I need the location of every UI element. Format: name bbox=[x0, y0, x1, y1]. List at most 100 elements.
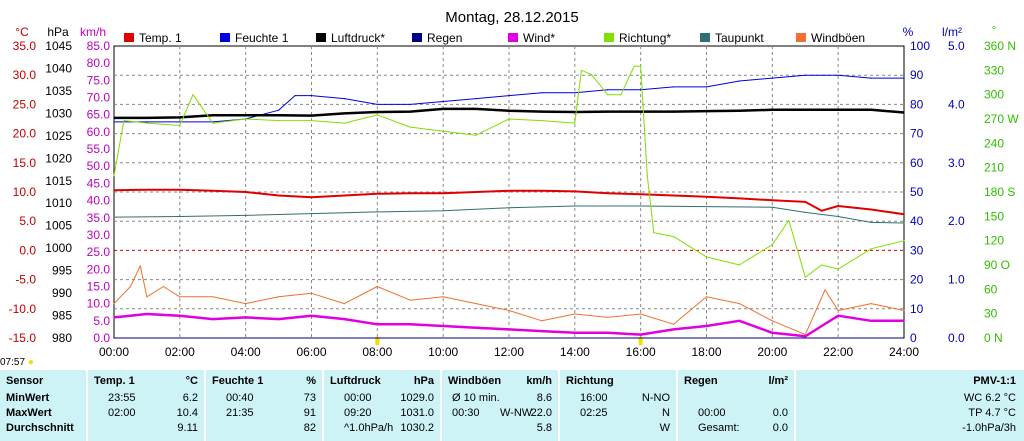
data-point bbox=[870, 77, 872, 79]
pressure-axis-unit: hPa bbox=[47, 25, 69, 39]
table-cell-value: 5.8 bbox=[536, 422, 552, 434]
temp-axis-unit: °C bbox=[15, 25, 29, 39]
legend-label: Regen bbox=[427, 31, 462, 45]
data-point bbox=[343, 122, 345, 124]
data-point bbox=[903, 111, 905, 114]
pressure-tick-label: 1005 bbox=[45, 219, 72, 233]
table-cell-time: 00:40 bbox=[226, 392, 254, 404]
data-point bbox=[705, 206, 708, 208]
data-point bbox=[310, 315, 313, 317]
data-point bbox=[278, 296, 280, 298]
x-tick-label: 12:00 bbox=[494, 345, 524, 359]
data-point bbox=[294, 95, 296, 97]
data-point bbox=[310, 213, 313, 215]
temp-tick-label: 35.0 bbox=[13, 39, 37, 53]
legend-swatch bbox=[220, 33, 230, 42]
data-point bbox=[870, 320, 872, 322]
table-header-unit: % bbox=[306, 375, 316, 387]
data-point bbox=[409, 111, 411, 113]
data-point bbox=[278, 120, 280, 122]
humidity-tick-label: 80 bbox=[910, 97, 924, 111]
data-point bbox=[804, 211, 806, 213]
data-point bbox=[310, 196, 313, 198]
direction-tick-label: 90 O bbox=[984, 258, 1010, 272]
wind-tick-label: 10.0 bbox=[87, 297, 111, 311]
data-point bbox=[508, 309, 510, 312]
table-cell-value: 6.2 bbox=[182, 392, 198, 404]
legend-swatch bbox=[700, 33, 710, 42]
data-point bbox=[574, 205, 576, 207]
data-point bbox=[705, 110, 708, 112]
data-point bbox=[903, 309, 905, 312]
data-point bbox=[640, 205, 642, 207]
data-point bbox=[541, 190, 543, 192]
data-point bbox=[442, 130, 444, 132]
pressure-tick-label: 1015 bbox=[45, 174, 72, 188]
x-tick-label: 24:00 bbox=[889, 345, 919, 359]
x-tick-label: 10:00 bbox=[428, 345, 458, 359]
data-point bbox=[837, 74, 839, 76]
pressure-tick-label: 1035 bbox=[45, 84, 72, 98]
direction-tick-label: 0 N bbox=[984, 331, 1003, 345]
direction-tick-label: 360 N bbox=[984, 39, 1016, 53]
data-point bbox=[442, 100, 444, 103]
data-point bbox=[508, 190, 510, 192]
data-point bbox=[804, 276, 806, 278]
table-header-unit: km/h bbox=[526, 375, 552, 387]
table-column: Sensor MinWert MaxWert Durchschnitt bbox=[0, 370, 86, 441]
data-point bbox=[442, 325, 444, 327]
table-cell-value: 91 bbox=[303, 407, 316, 419]
data-point bbox=[409, 192, 411, 194]
data-point bbox=[541, 120, 543, 122]
data-point bbox=[179, 215, 181, 218]
data-point bbox=[146, 189, 148, 191]
direction-tick-label: 240 bbox=[984, 136, 1004, 150]
direction-tick-label: 60 bbox=[984, 282, 998, 296]
direction-tick-label: 120 bbox=[984, 234, 1004, 248]
time-label: 07:57 bbox=[0, 357, 26, 368]
wind-tick-label: 75.0 bbox=[87, 73, 111, 87]
data-point bbox=[179, 315, 181, 317]
data-point bbox=[607, 89, 609, 91]
data-point bbox=[821, 264, 823, 266]
legend-swatch bbox=[412, 33, 422, 42]
data-point bbox=[771, 206, 773, 208]
data-point bbox=[804, 201, 806, 203]
data-point bbox=[129, 285, 132, 288]
data-point bbox=[113, 175, 115, 177]
rain-axis-unit: l/m² bbox=[942, 25, 962, 39]
data-point bbox=[705, 325, 708, 327]
legend-label: Windböen bbox=[811, 31, 865, 45]
data-point bbox=[475, 303, 477, 305]
data-point bbox=[376, 103, 378, 105]
table-cell-value: 1031.0 bbox=[400, 407, 434, 419]
data-point bbox=[640, 89, 642, 91]
wind-tick-label: 35.0 bbox=[87, 211, 111, 225]
series-group bbox=[113, 65, 905, 339]
data-point bbox=[245, 214, 247, 216]
data-point bbox=[738, 320, 741, 322]
direction-axis-unit: ° bbox=[992, 23, 997, 37]
row-label: MinWert bbox=[6, 392, 50, 404]
data-point bbox=[139, 265, 141, 267]
data-point bbox=[508, 118, 510, 120]
data-point bbox=[179, 296, 181, 298]
data-point bbox=[607, 332, 609, 334]
data-point bbox=[738, 197, 741, 199]
humidity-tick-label: 40 bbox=[910, 214, 924, 228]
series-line bbox=[113, 312, 904, 338]
data-point bbox=[541, 111, 543, 113]
data-point bbox=[903, 337, 905, 339]
data-point bbox=[673, 194, 675, 197]
data-point bbox=[278, 109, 280, 111]
data-point bbox=[212, 122, 214, 124]
weather-chart: 00:00 02:00 04:00 06:00 08:00 10:00 12:00 14:00… bbox=[9, 9, 1020, 359]
data-point bbox=[146, 296, 148, 298]
humidity-tick-label: 90 bbox=[910, 68, 924, 82]
data-point bbox=[475, 191, 477, 193]
pressure-tick-label: 1025 bbox=[45, 129, 72, 143]
data-point bbox=[146, 117, 148, 119]
temp-tick-label: 15.0 bbox=[13, 156, 37, 170]
data-point bbox=[475, 327, 477, 329]
data-point bbox=[113, 121, 115, 123]
